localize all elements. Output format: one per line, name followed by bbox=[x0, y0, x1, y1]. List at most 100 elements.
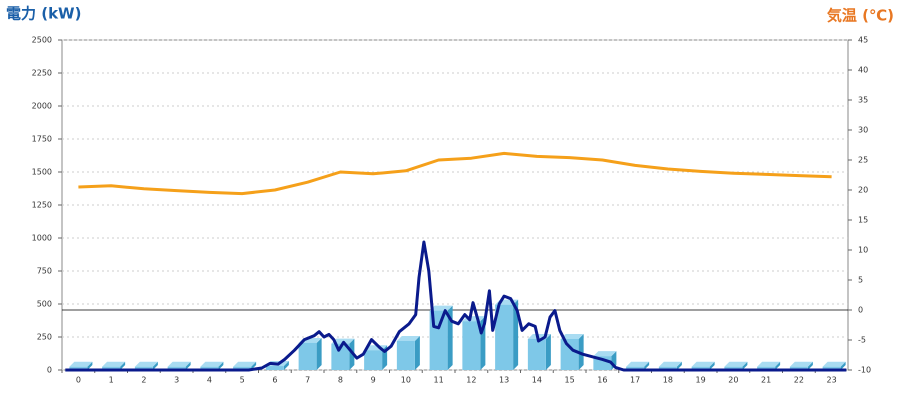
bar bbox=[626, 366, 645, 370]
bar-side bbox=[283, 361, 289, 370]
x-tick-label: 12 bbox=[466, 376, 476, 385]
line bbox=[78, 151, 832, 196]
bar bbox=[134, 366, 153, 370]
y-tick-label: 0 bbox=[47, 366, 52, 375]
bar bbox=[527, 338, 546, 370]
bar-top bbox=[102, 361, 126, 367]
bar-top bbox=[560, 333, 584, 339]
y2-tick-label: 20 bbox=[858, 186, 868, 195]
y-axis-title: 電力 (kW) bbox=[6, 5, 81, 23]
y2-tick-label: -10 bbox=[858, 366, 871, 375]
x-tick-label: 20 bbox=[728, 376, 738, 385]
bar-top bbox=[724, 361, 748, 367]
bar-side bbox=[218, 361, 224, 370]
bar-top bbox=[626, 361, 650, 367]
y2-axis-title: 気温 (℃) bbox=[827, 7, 894, 25]
y2-tick-label: 35 bbox=[858, 96, 868, 105]
bar bbox=[495, 304, 514, 370]
y2-tick-label: 40 bbox=[858, 66, 868, 75]
bar bbox=[822, 366, 841, 370]
x-tick-label: 1 bbox=[109, 376, 114, 385]
x-tick-label: 13 bbox=[499, 376, 509, 385]
x-tick-label: 0 bbox=[76, 376, 81, 385]
bar bbox=[298, 342, 317, 370]
bar-side bbox=[709, 361, 715, 370]
bar-top bbox=[658, 361, 682, 367]
bar bbox=[396, 340, 415, 370]
bar-top bbox=[429, 305, 453, 311]
y-tick-label: 1000 bbox=[32, 234, 52, 243]
bar bbox=[200, 366, 219, 370]
bar-side bbox=[807, 361, 813, 370]
y2-tick-label: 25 bbox=[858, 156, 868, 165]
y-tick-label: 1500 bbox=[32, 168, 52, 177]
x-tick-label: 8 bbox=[338, 376, 343, 385]
bar bbox=[233, 366, 252, 370]
bar bbox=[167, 366, 186, 370]
y2-tick-label: 45 bbox=[858, 36, 868, 45]
bar-top bbox=[167, 361, 191, 367]
bar-top bbox=[69, 361, 93, 367]
bar bbox=[69, 366, 88, 370]
x-tick-label: 4 bbox=[207, 376, 212, 385]
bar-side bbox=[414, 335, 420, 370]
y-tick-label: 250 bbox=[37, 333, 52, 342]
bar bbox=[691, 366, 710, 370]
bar bbox=[331, 343, 350, 370]
bar-side bbox=[742, 361, 748, 370]
bar bbox=[462, 321, 481, 370]
y2-tick-label: 0 bbox=[858, 306, 863, 315]
x-tick-label: 15 bbox=[565, 376, 575, 385]
x-tick-label: 7 bbox=[305, 376, 310, 385]
bar-side bbox=[185, 361, 191, 370]
y-tick-label: 750 bbox=[37, 267, 52, 276]
bar bbox=[265, 366, 284, 370]
bar bbox=[364, 350, 383, 370]
y-tick-label: 1750 bbox=[32, 135, 52, 144]
x-tick-label: 17 bbox=[630, 376, 640, 385]
bar bbox=[102, 366, 121, 370]
bar-top bbox=[593, 351, 617, 357]
bar-side bbox=[545, 333, 551, 370]
y-tick-label: 500 bbox=[37, 300, 52, 309]
bar bbox=[560, 338, 579, 370]
bar-top bbox=[691, 361, 715, 367]
x-tick-label: 2 bbox=[141, 376, 146, 385]
y2-tick-label: -5 bbox=[858, 336, 866, 345]
bar-side bbox=[513, 299, 519, 370]
line bbox=[65, 240, 847, 372]
x-tick-label: 9 bbox=[371, 376, 376, 385]
bar bbox=[789, 366, 808, 370]
y2-tick-label: 30 bbox=[858, 126, 868, 135]
bar bbox=[658, 366, 677, 370]
bar-side bbox=[316, 337, 322, 370]
bar-side bbox=[840, 361, 846, 370]
x-tick-label: 6 bbox=[272, 376, 277, 385]
x-tick-label: 16 bbox=[597, 376, 607, 385]
bar-side bbox=[775, 361, 781, 370]
y-tick-label: 1250 bbox=[32, 201, 52, 210]
y2-tick-label: 15 bbox=[858, 216, 868, 225]
bar-top bbox=[396, 335, 420, 341]
x-tick-label: 23 bbox=[827, 376, 837, 385]
plot-frame bbox=[61, 39, 849, 371]
x-tick-label: 19 bbox=[696, 376, 706, 385]
y2-tick-label: 10 bbox=[858, 246, 868, 255]
bar-top bbox=[822, 361, 846, 367]
bar-side bbox=[87, 361, 93, 370]
bar-side bbox=[676, 361, 682, 370]
bar bbox=[757, 366, 776, 370]
y-tick-label: 2250 bbox=[32, 69, 52, 78]
x-tick-label: 3 bbox=[174, 376, 179, 385]
bar-top bbox=[134, 361, 158, 367]
y-tick-label: 2500 bbox=[32, 36, 52, 45]
x-tick-label: 21 bbox=[761, 376, 771, 385]
y2-tick-label: 5 bbox=[858, 276, 863, 285]
x-tick-label: 11 bbox=[434, 376, 444, 385]
y-tick-label: 2000 bbox=[32, 102, 52, 111]
bar bbox=[724, 366, 743, 370]
x-tick-label: 22 bbox=[794, 376, 804, 385]
bar-top bbox=[757, 361, 781, 367]
bar-side bbox=[152, 361, 158, 370]
